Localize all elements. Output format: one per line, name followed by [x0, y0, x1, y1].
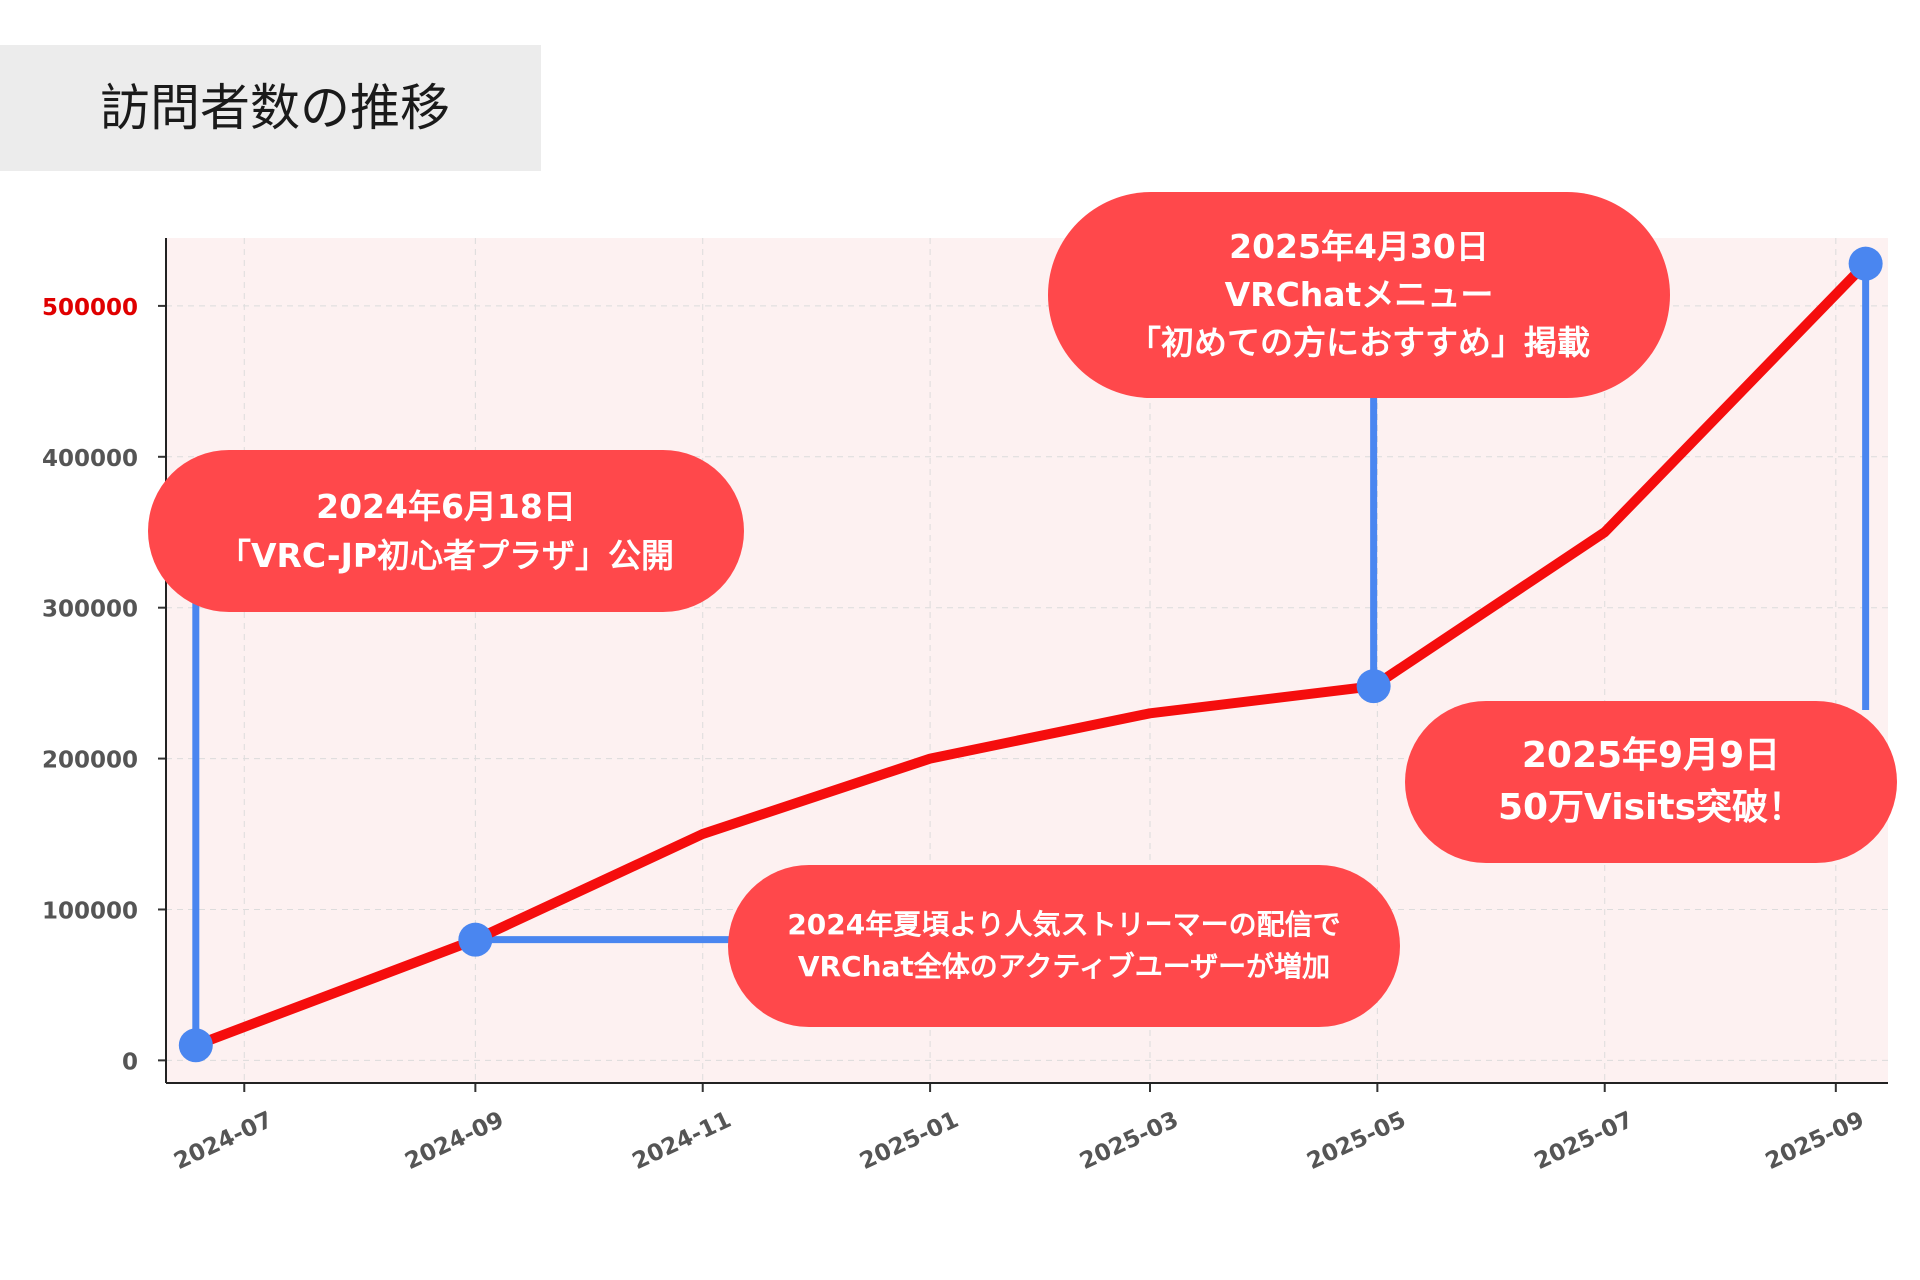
annotation-500k-visits: 2025年9月9日 50万Visits突破！ — [1405, 701, 1897, 863]
chart-title-box: 訪問者数の推移 — [0, 45, 541, 171]
annotation-plaza-launch: 2024年6月18日 「VRC-JP初心者プラザ」公開 — [148, 450, 744, 612]
y-tick-label: 100000 — [42, 898, 138, 924]
x-tick-label: 2025-05 — [1303, 1107, 1410, 1175]
annotation-streamer-growth-line-1: 2024年夏頃より人気ストリーマーの配信で — [787, 908, 1341, 941]
annotation-menu-feature-line-1: 2025年4月30日 — [1229, 227, 1489, 266]
annotation-menu-feature: 2025年4月30日 VRChatメニュー 「初めての方におすすめ」掲載 — [1048, 192, 1670, 398]
x-tick-label: 2024-09 — [401, 1107, 508, 1175]
data-point-marker — [458, 922, 493, 957]
chart-title: 訪問者数の推移 — [100, 79, 450, 137]
data-point-marker — [1356, 669, 1391, 704]
x-tick-label: 2024-07 — [170, 1107, 277, 1175]
annotation-streamer-growth-line-2: VRChat全体のアクティブユーザーが増加 — [797, 950, 1331, 983]
y-tick-label: 200000 — [42, 748, 138, 774]
x-tick-label: 2025-09 — [1762, 1107, 1869, 1175]
annotation-streamer-growth: 2024年夏頃より人気ストリーマーの配信で VRChat全体のアクティブユーザー… — [728, 865, 1400, 1027]
data-point-marker — [1848, 246, 1883, 281]
x-tick-label: 2025-07 — [1531, 1107, 1638, 1175]
x-tick-label: 2025-01 — [856, 1107, 963, 1175]
y-tick-label: 500000 — [42, 295, 138, 321]
data-point-marker — [178, 1028, 213, 1063]
annotation-plaza-launch-line-1: 2024年6月18日 — [316, 487, 576, 526]
y-tick-label: 300000 — [42, 597, 138, 623]
annotation-menu-feature-line-2: VRChatメニュー — [1224, 275, 1494, 314]
y-tick-label: 0 — [122, 1049, 138, 1075]
x-tick-label: 2025-03 — [1076, 1107, 1183, 1175]
y-tick-label: 400000 — [42, 446, 138, 472]
series-line — [190, 258, 1871, 1051]
annotation-500k-visits-line-2: 50万Visits突破！ — [1497, 787, 1805, 828]
annotation-500k-visits-line-1: 2025年9月9日 — [1521, 735, 1781, 776]
annotation-plaza-launch-line-2: 「VRC-JP初心者プラザ」公開 — [217, 536, 675, 575]
x-tick-label: 2024-11 — [629, 1107, 736, 1175]
annotation-menu-feature-line-3: 「初めての方におすすめ」掲載 — [1128, 323, 1590, 362]
